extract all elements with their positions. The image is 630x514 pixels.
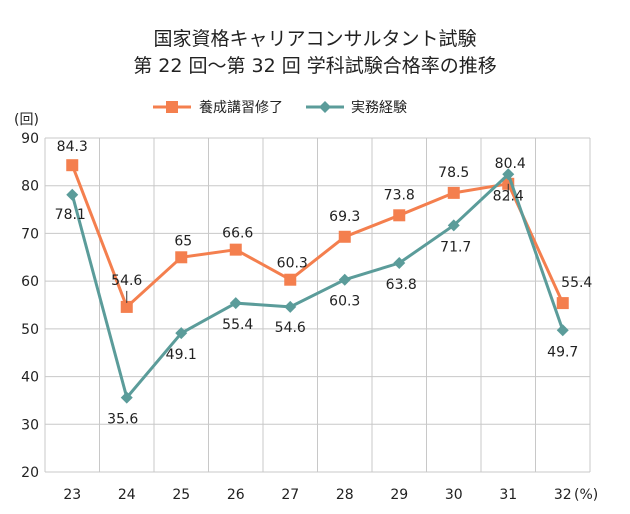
- series-1-point-24: [120, 300, 133, 313]
- data-label-series-2-27: 54.6: [275, 320, 306, 336]
- series-2-point-30: [447, 219, 460, 232]
- series-1-point-29: [393, 209, 406, 222]
- series-1-point-30: [447, 186, 460, 199]
- data-labels-layer: 84.3 54.6 65 66.6 60.3 69.3 73.8 78.5 80.4 55.4 78…: [55, 139, 593, 427]
- data-label-series-2-32: 49.7: [547, 344, 578, 360]
- x-axis-ticks: 23 24 25 26 27 28 29 30 31 32: [63, 487, 571, 503]
- series-2-point-23: [66, 188, 79, 201]
- legend-label-series-2: 実務経験: [351, 100, 407, 116]
- series-1-point-26: [229, 243, 242, 256]
- data-label-series-1-31: 80.4: [495, 156, 526, 172]
- y-tick-30: 30: [21, 417, 39, 433]
- data-label-series-1-24: 54.6: [111, 273, 142, 289]
- y-tick-20: 20: [21, 465, 39, 481]
- data-label-series-2-26: 55.4: [222, 317, 253, 333]
- x-tick-29: 29: [390, 487, 408, 503]
- chart-title-line-1: 国家資格キャリアコンサルタント試験: [153, 28, 476, 50]
- data-label-series-1-32: 55.4: [561, 275, 592, 291]
- series-2-point-32: [556, 324, 569, 337]
- legend-marker-series-1: [166, 101, 178, 113]
- data-label-series-1-28: 69.3: [329, 209, 360, 225]
- data-label-series-1-25: 65: [174, 233, 192, 249]
- data-label-series-1-23: 84.3: [57, 139, 88, 155]
- series-1-point-23: [66, 159, 79, 172]
- data-label-series-1-29: 73.8: [384, 187, 415, 203]
- series-1-point-28: [338, 230, 351, 243]
- data-label-series-2-29: 63.8: [386, 277, 417, 293]
- data-label-series-2-30: 71.7: [440, 239, 471, 255]
- x-tick-27: 27: [281, 487, 299, 503]
- series-2-point-24: [120, 391, 133, 404]
- y-tick-50: 50: [21, 322, 39, 338]
- chart-title-line-2: 第 22 回〜第 32 回 学科試験合格率の推移: [133, 55, 497, 77]
- series-2-point-29: [393, 257, 406, 270]
- y-tick-90: 90: [21, 131, 39, 147]
- x-unit-label: (%): [574, 487, 598, 503]
- y-tick-80: 80: [21, 179, 39, 195]
- x-tick-25: 25: [172, 487, 190, 503]
- data-label-series-1-27: 60.3: [277, 256, 308, 272]
- y-unit-label: (回): [14, 112, 39, 128]
- gridlines: [44, 137, 591, 473]
- x-tick-30: 30: [445, 487, 463, 503]
- y-axis-ticks: 20 30 40 50 60 70 80 90: [21, 131, 39, 481]
- data-label-series-2-25: 49.1: [166, 347, 197, 363]
- x-tick-28: 28: [336, 487, 354, 503]
- series-layer: [66, 159, 569, 404]
- series-line-2: [70, 172, 565, 400]
- data-label-series-1-30: 78.5: [438, 165, 469, 181]
- data-label-series-2-28: 60.3: [329, 294, 360, 310]
- legend-label-series-1: 養成講習修了: [199, 99, 283, 116]
- x-tick-24: 24: [118, 487, 136, 503]
- series-2-point-28: [338, 273, 351, 286]
- x-tick-23: 23: [63, 487, 81, 503]
- legend-marker-series-2: [319, 101, 331, 113]
- x-tick-31: 31: [499, 487, 517, 503]
- data-label-series-2-24: 35.6: [107, 412, 138, 428]
- x-tick-32: 32: [554, 487, 572, 503]
- series-line-1: [70, 164, 565, 309]
- y-tick-70: 70: [21, 226, 39, 242]
- legend: 養成講習修了 実務経験: [153, 99, 407, 116]
- x-tick-26: 26: [227, 487, 245, 503]
- series-1-point-27: [284, 273, 297, 286]
- series-1-point-25: [175, 251, 188, 264]
- data-label-series-2-23: 78.1: [55, 207, 86, 223]
- series-2-point-27: [284, 300, 297, 313]
- y-tick-60: 60: [21, 274, 39, 290]
- y-tick-40: 40: [21, 370, 39, 386]
- series-1-point-32: [556, 297, 569, 310]
- data-label-series-1-26: 66.6: [222, 226, 253, 242]
- series-2-point-25: [175, 327, 188, 340]
- series-2-point-31: [502, 168, 515, 181]
- series-2-point-26: [229, 297, 242, 310]
